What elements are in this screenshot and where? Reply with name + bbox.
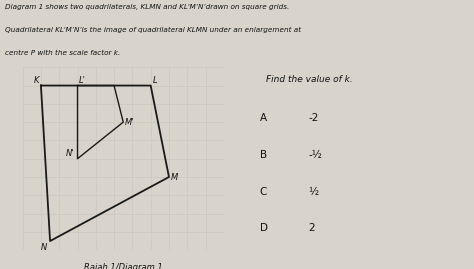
Text: N: N (41, 243, 47, 252)
Text: centre P with the scale factor k.: centre P with the scale factor k. (5, 50, 120, 56)
Text: M': M' (125, 118, 135, 127)
Text: ½: ½ (309, 187, 319, 197)
Text: -2: -2 (309, 114, 319, 123)
Text: Diagram 1 shows two quadrilaterals, KLMN and KL‘M‘N‘drawn on square grids.: Diagram 1 shows two quadrilaterals, KLMN… (5, 4, 289, 10)
Text: A: A (260, 114, 267, 123)
Text: Quadrilateral KL‘M‘N‘is the image of quadrilateral KLMN under an enlargement at: Quadrilateral KL‘M‘N‘is the image of qua… (5, 27, 301, 33)
Text: 2: 2 (309, 223, 315, 233)
Text: M: M (171, 172, 178, 182)
Text: Find the value of k.: Find the value of k. (266, 75, 353, 84)
Text: -½: -½ (309, 150, 322, 160)
Text: B: B (260, 150, 267, 160)
Text: C: C (260, 187, 267, 197)
Text: K: K (34, 76, 39, 85)
Text: D: D (260, 223, 267, 233)
Text: L': L' (78, 76, 85, 85)
Text: L: L (153, 76, 157, 85)
Text: N': N' (66, 149, 75, 158)
Text: Rajah 1/Diagram 1: Rajah 1/Diagram 1 (84, 263, 163, 269)
